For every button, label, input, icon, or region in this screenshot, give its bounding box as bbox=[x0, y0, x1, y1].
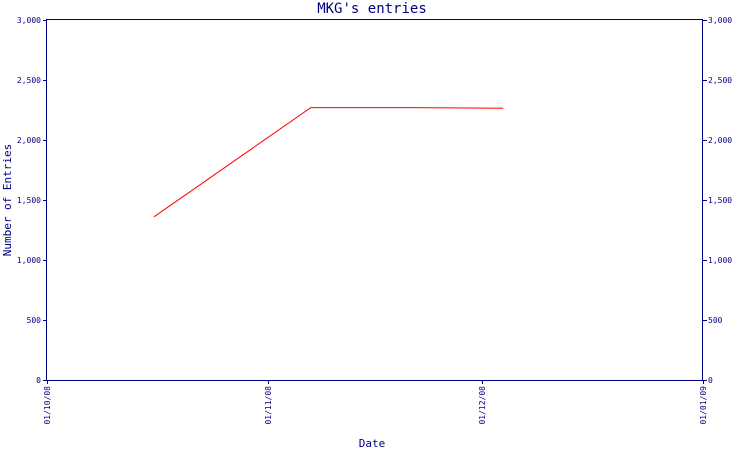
x-tick-label: 01/11/08 bbox=[264, 386, 273, 425]
y-tick-label-left: 0 bbox=[36, 376, 41, 385]
y-tick-label-left: 1,000 bbox=[17, 256, 41, 265]
chart-title: MKG's entries bbox=[317, 1, 427, 17]
x-tick-label: 01/12/08 bbox=[478, 386, 487, 425]
x-axis-label: Date bbox=[359, 437, 386, 450]
y-tick-label-left: 2,000 bbox=[17, 136, 41, 145]
series-group bbox=[153, 107, 504, 218]
y-tick-label-right: 1,000 bbox=[708, 256, 732, 265]
x-axis: 01/10/08 01/11/08 01/12/08 01/01/09 bbox=[43, 380, 708, 425]
y-tick-label-right: 0 bbox=[708, 376, 713, 385]
y-tick-label-left: 3,000 bbox=[17, 16, 41, 25]
y-tick-label-left: 500 bbox=[27, 316, 42, 325]
y-tick-label-left: 2,500 bbox=[17, 76, 41, 85]
y-axis-left: 0 500 1,000 1,500 2,000 2,500 3,000 bbox=[17, 16, 47, 385]
y-tick-label-right: 2,000 bbox=[708, 136, 732, 145]
x-tick-label: 01/10/08 bbox=[43, 386, 52, 425]
y-axis-right: 0 500 1,000 1,500 2,000 2,500 3,000 bbox=[703, 16, 732, 385]
y-tick-label-right: 1,500 bbox=[708, 196, 732, 205]
y-tick-label-right: 500 bbox=[708, 316, 723, 325]
plot-frame bbox=[46, 19, 703, 381]
y-tick-label-right: 2,500 bbox=[708, 76, 732, 85]
y-tick-label-left: 1,500 bbox=[17, 196, 41, 205]
y-tick-label-right: 3,000 bbox=[708, 16, 732, 25]
y-axis-label: Number of Entries bbox=[1, 144, 14, 257]
x-tick-label: 01/01/09 bbox=[699, 386, 708, 425]
series-line bbox=[153, 107, 504, 218]
